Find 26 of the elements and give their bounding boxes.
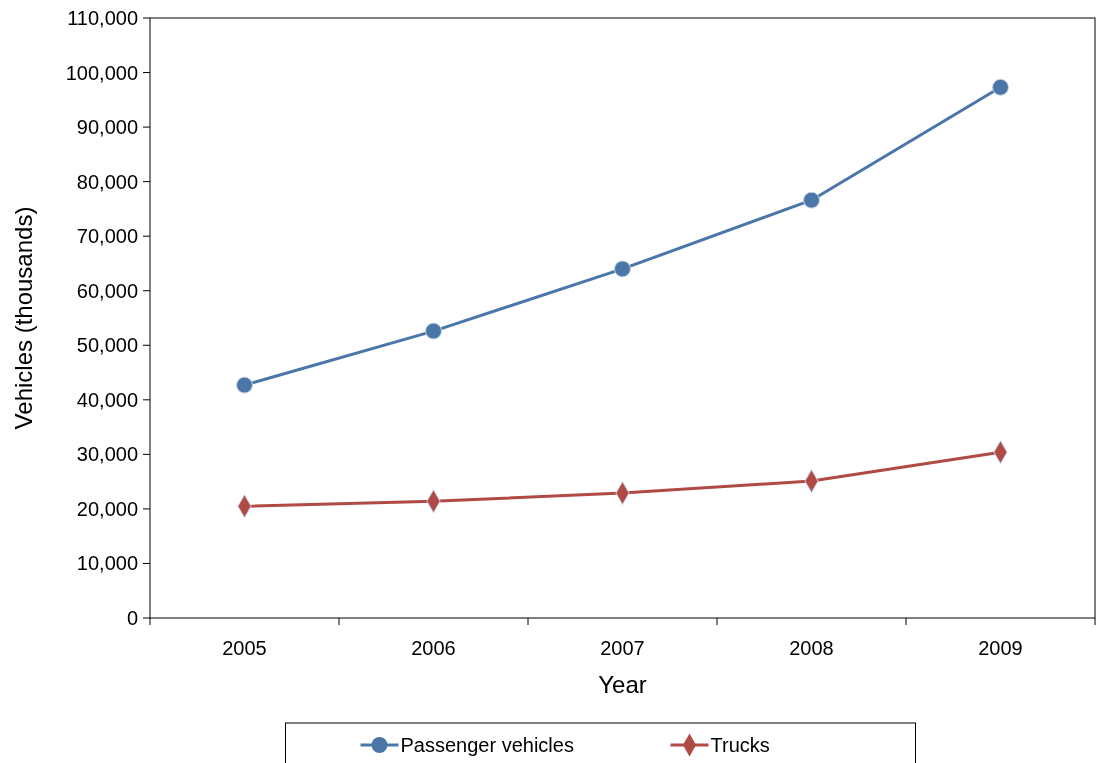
y-tick-label: 10,000: [76, 552, 138, 575]
x-tick-label: 2006: [411, 637, 456, 659]
y-tick-label: 40,000: [76, 388, 138, 411]
x-tick-label: 2009: [978, 637, 1023, 659]
y-axis-title: Vehicles (thousands): [10, 206, 37, 430]
x-tick-label: 2008: [789, 637, 834, 659]
y-tick-label: 50,000: [76, 334, 138, 357]
x-axis-title: Year: [598, 671, 647, 698]
y-tick-label: 70,000: [76, 225, 138, 248]
y-tick-label: 20,000: [76, 497, 138, 520]
y-tick-label: 80,000: [76, 170, 138, 193]
legend-label: Passenger vehicles: [400, 734, 574, 756]
point: [236, 376, 253, 394]
point: [992, 78, 1009, 96]
y-tick-label: 60,000: [76, 279, 138, 302]
y-tick-label: 30,000: [76, 443, 138, 466]
y-tick-label: 110,000: [67, 7, 138, 29]
y-tick-label: 100,000: [65, 61, 138, 84]
x-tick-label: 2005: [222, 637, 267, 659]
point: [803, 191, 820, 209]
point: [425, 322, 442, 340]
y-tick-label: 90,000: [76, 116, 138, 139]
legend-label: Trucks: [710, 734, 770, 756]
x-tick-label: 2007: [600, 637, 645, 659]
y-tick-label: 0: [126, 607, 138, 629]
point: [614, 260, 631, 278]
